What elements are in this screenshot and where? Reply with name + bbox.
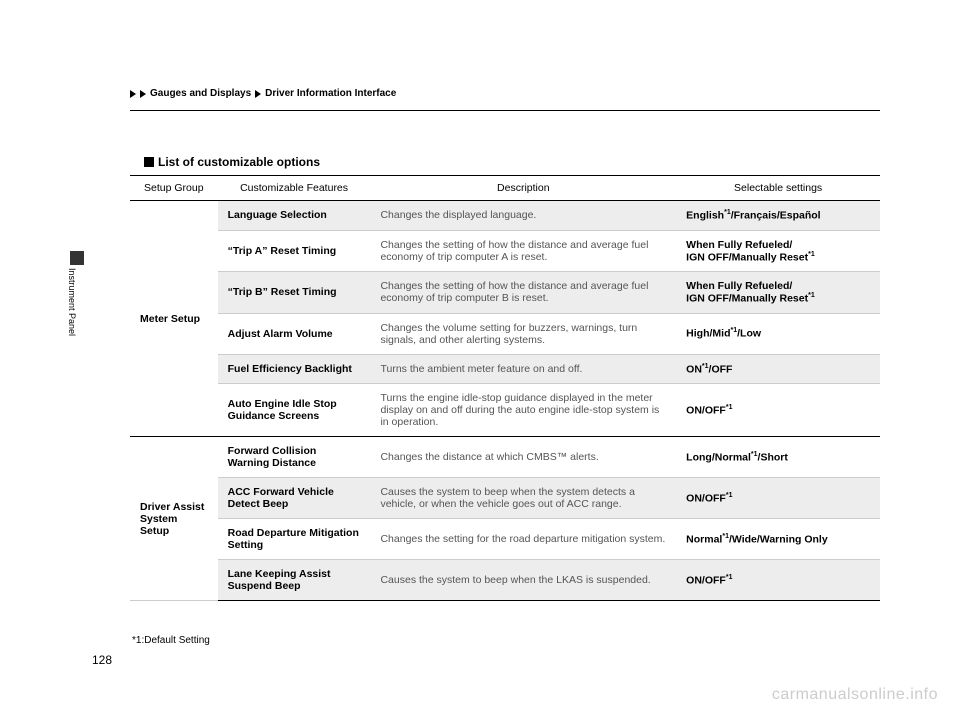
breadcrumb: Gauges and Displays Driver Information I… [130,88,396,99]
table-row: Driver Assist System SetupForward Collis… [130,437,880,478]
description-cell: Turns the engine idle-stop guidance disp… [370,384,676,437]
header-rule [130,110,880,111]
table-row: Lane Keeping Assist Suspend BeepCauses t… [130,560,880,601]
feature-cell: Forward Collision Warning Distance [218,437,371,478]
settings-cell: Long/Normal*1/Short [676,437,880,478]
settings-cell: ON/OFF*1 [676,384,880,437]
settings-cell: High/Mid*1/Low [676,313,880,354]
section-title: List of customizable options [144,155,320,169]
side-label: Instrument Panel [67,268,77,336]
footnote: *1:Default Setting [132,635,210,646]
group-cell: Driver Assist System Setup [130,437,218,601]
breadcrumb-part2: Driver Information Interface [265,88,396,99]
feature-cell: “Trip B” Reset Timing [218,272,371,314]
table-row: Road Departure Mitigation SettingChanges… [130,519,880,560]
col-settings: Selectable settings [676,176,880,201]
description-cell: Changes the setting of how the distance … [370,272,676,314]
feature-cell: Auto Engine Idle Stop Guidance Screens [218,384,371,437]
description-cell: Causes the system to beep when the LKAS … [370,560,676,601]
feature-cell: Language Selection [218,201,371,231]
description-cell: Changes the volume setting for buzzers, … [370,313,676,354]
triangle-icon [140,90,146,98]
feature-cell: “Trip A” Reset Timing [218,230,371,272]
side-tab-icon [70,251,84,265]
section-title-text: List of customizable options [158,155,320,169]
triangle-icon [255,90,261,98]
options-table-wrap: Setup Group Customizable Features Descri… [130,175,880,601]
settings-cell: Normal*1/Wide/Warning Only [676,519,880,560]
page-number: 128 [92,653,112,667]
feature-cell: Lane Keeping Assist Suspend Beep [218,560,371,601]
breadcrumb-part1: Gauges and Displays [150,88,251,99]
table-header-row: Setup Group Customizable Features Descri… [130,176,880,201]
description-cell: Causes the system to beep when the syste… [370,478,676,519]
feature-cell: Road Departure Mitigation Setting [218,519,371,560]
table-row: Adjust Alarm VolumeChanges the volume se… [130,313,880,354]
settings-cell: When Fully Refueled/ IGN OFF/Manually Re… [676,272,880,314]
options-table: Setup Group Customizable Features Descri… [130,175,880,601]
watermark: carmanualsonline.info [772,686,938,704]
table-row: “Trip A” Reset TimingChanges the setting… [130,230,880,272]
group-cell: Meter Setup [130,201,218,437]
feature-cell: Fuel Efficiency Backlight [218,354,371,384]
table-row: Meter SetupLanguage SelectionChanges the… [130,201,880,231]
settings-cell: English*1/Français/Español [676,201,880,231]
description-cell: Turns the ambient meter feature on and o… [370,354,676,384]
settings-cell: When Fully Refueled/ IGN OFF/Manually Re… [676,230,880,272]
settings-cell: ON/OFF*1 [676,560,880,601]
table-row: “Trip B” Reset TimingChanges the setting… [130,272,880,314]
description-cell: Changes the displayed language. [370,201,676,231]
table-row: Auto Engine Idle Stop Guidance ScreensTu… [130,384,880,437]
description-cell: Changes the distance at which CMBS™ aler… [370,437,676,478]
table-row: Fuel Efficiency BacklightTurns the ambie… [130,354,880,384]
description-cell: Changes the setting of how the distance … [370,230,676,272]
triangle-icon [130,90,136,98]
description-cell: Changes the setting for the road departu… [370,519,676,560]
col-group: Setup Group [130,176,218,201]
feature-cell: ACC Forward Vehicle Detect Beep [218,478,371,519]
col-description: Description [370,176,676,201]
settings-cell: ON/OFF*1 [676,478,880,519]
feature-cell: Adjust Alarm Volume [218,313,371,354]
table-row: ACC Forward Vehicle Detect BeepCauses th… [130,478,880,519]
col-feature: Customizable Features [218,176,371,201]
square-bullet-icon [144,157,154,167]
settings-cell: ON*1/OFF [676,354,880,384]
